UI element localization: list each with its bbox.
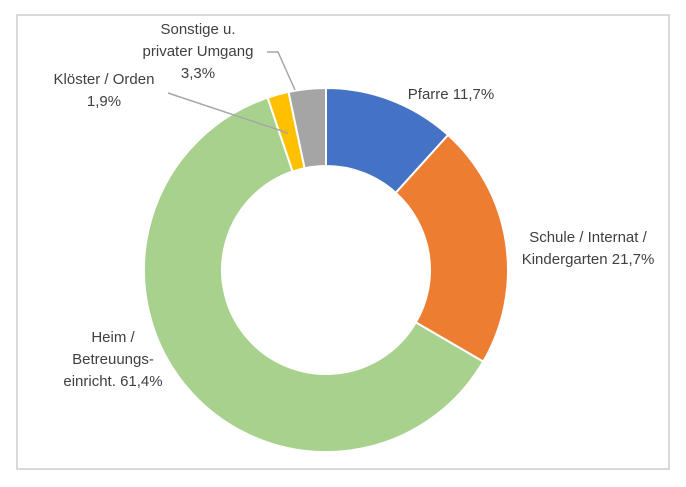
label-line: Heim / [91, 329, 135, 346]
label-line: Sonstige u. [160, 21, 236, 38]
data-label-kloester: Klöster / Orden 1,9% [34, 69, 174, 113]
label-line: Pfarre 11,7% [407, 86, 495, 103]
label-line: einricht. 61,4% [63, 373, 163, 390]
label-line: privater Umgang [142, 43, 254, 60]
donut-segment-1-schule-internat-kindergarten [394, 133, 509, 364]
label-line: Klöster / Orden [53, 71, 155, 88]
label-line: Schule / Internat / [529, 229, 647, 246]
label-line: 1,9% [86, 93, 122, 110]
donut-segment-4-sonstige-u-privater-umgang [287, 86, 327, 170]
donut-segments [143, 86, 509, 454]
data-label-sonstige: Sonstige u. privater Umgang 3,3% [128, 19, 268, 85]
leader-line-sonstige [267, 51, 296, 91]
data-label-pfarre: Pfarre 11,7% [391, 84, 511, 106]
data-label-schule: Schule / Internat / Kindergarten 21,7% [505, 227, 671, 271]
label-line: Kindergarten 21,7% [521, 251, 655, 268]
leader-line-kloester [167, 92, 289, 134]
label-line: Betreuungs- [72, 351, 154, 368]
donut-segment-2-heim-betreuungseinricht- [143, 96, 485, 454]
data-label-heim: Heim / Betreuungs- einricht. 61,4% [40, 327, 186, 393]
label-line: 3,3% [180, 65, 216, 82]
